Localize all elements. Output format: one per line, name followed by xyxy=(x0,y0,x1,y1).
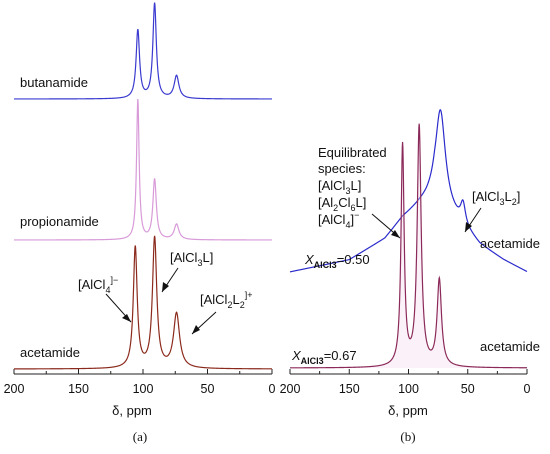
annotation-equilibrated-2: species: xyxy=(318,161,366,176)
series-label-acetamide-a: acetamide xyxy=(20,345,80,360)
annotation-species-alcl4: [AlCl4]− xyxy=(318,210,359,230)
panel-b: 200 150 100 50 0 δ, ppm (b) Equilibrated spe… xyxy=(280,109,540,444)
x-tick-label: 100 xyxy=(398,382,419,396)
annotation-equilibrated-1: Equilibrated xyxy=(318,145,387,160)
series-label-propionamide: propionamide xyxy=(20,214,99,229)
x-tick-label: 50 xyxy=(461,382,475,396)
x-tick-label: 0 xyxy=(524,382,531,396)
arrow-equilibrated xyxy=(371,213,401,239)
x-tick-label: 50 xyxy=(201,382,215,396)
series-label-acetamide-b1: acetamide xyxy=(480,236,540,251)
panel-label-b: (b) xyxy=(400,429,415,444)
spectra-a xyxy=(14,2,272,370)
x-tick-label: 100 xyxy=(133,382,154,396)
annotation-alcl3l: [AlCl3L] xyxy=(170,250,213,268)
mole-fraction-label-067: XAlCl3=0.67 xyxy=(291,348,357,366)
x-tick-label: 200 xyxy=(4,382,25,396)
spectrum-line xyxy=(289,109,528,273)
annotation-alcl3l2: [AlCl3L2] xyxy=(472,189,520,207)
x-axis-label-b: δ, ppm xyxy=(388,403,428,418)
series-label-acetamide-b2: acetamide xyxy=(480,339,540,354)
annotation-species-al2cl6l: [Al2Cl6L] xyxy=(318,195,366,213)
spectra-b xyxy=(289,109,528,369)
arrow-alcl3l xyxy=(161,267,179,293)
annotation-alcl2l2: [AlCl2L2]+ xyxy=(200,290,252,310)
mole-fraction-label-050: XAlCl3=0.50 xyxy=(304,252,370,270)
x-tick-label: 150 xyxy=(68,382,89,396)
spectrum-line xyxy=(14,2,272,100)
x-ticks-a: 200 150 100 50 0 xyxy=(4,369,276,396)
annotation-species-alcl3l: [AlCl3L] xyxy=(318,178,361,196)
arrow-alcl4 xyxy=(105,293,132,323)
x-ticks-b: 200 150 100 50 0 xyxy=(280,369,531,396)
panel-label-a: (a) xyxy=(133,429,147,444)
arrow-alcl3l2 xyxy=(464,207,482,233)
x-axis-label-a: δ, ppm xyxy=(112,403,152,418)
series-label-butanamide: butanamide xyxy=(20,75,88,90)
annotation-alcl4: [AlCl4]− xyxy=(78,275,118,295)
spectrum-line xyxy=(290,123,527,369)
spectrum-line xyxy=(14,235,272,370)
arrow-alcl2l2 xyxy=(191,311,217,335)
panel-a: 200 150 100 50 0 δ, ppm (a) butanamide propi… xyxy=(4,2,276,444)
spectrum-line xyxy=(14,98,272,241)
x-tick-label: 150 xyxy=(339,382,360,396)
x-tick-label: 0 xyxy=(269,382,276,396)
x-tick-label: 200 xyxy=(280,382,301,396)
